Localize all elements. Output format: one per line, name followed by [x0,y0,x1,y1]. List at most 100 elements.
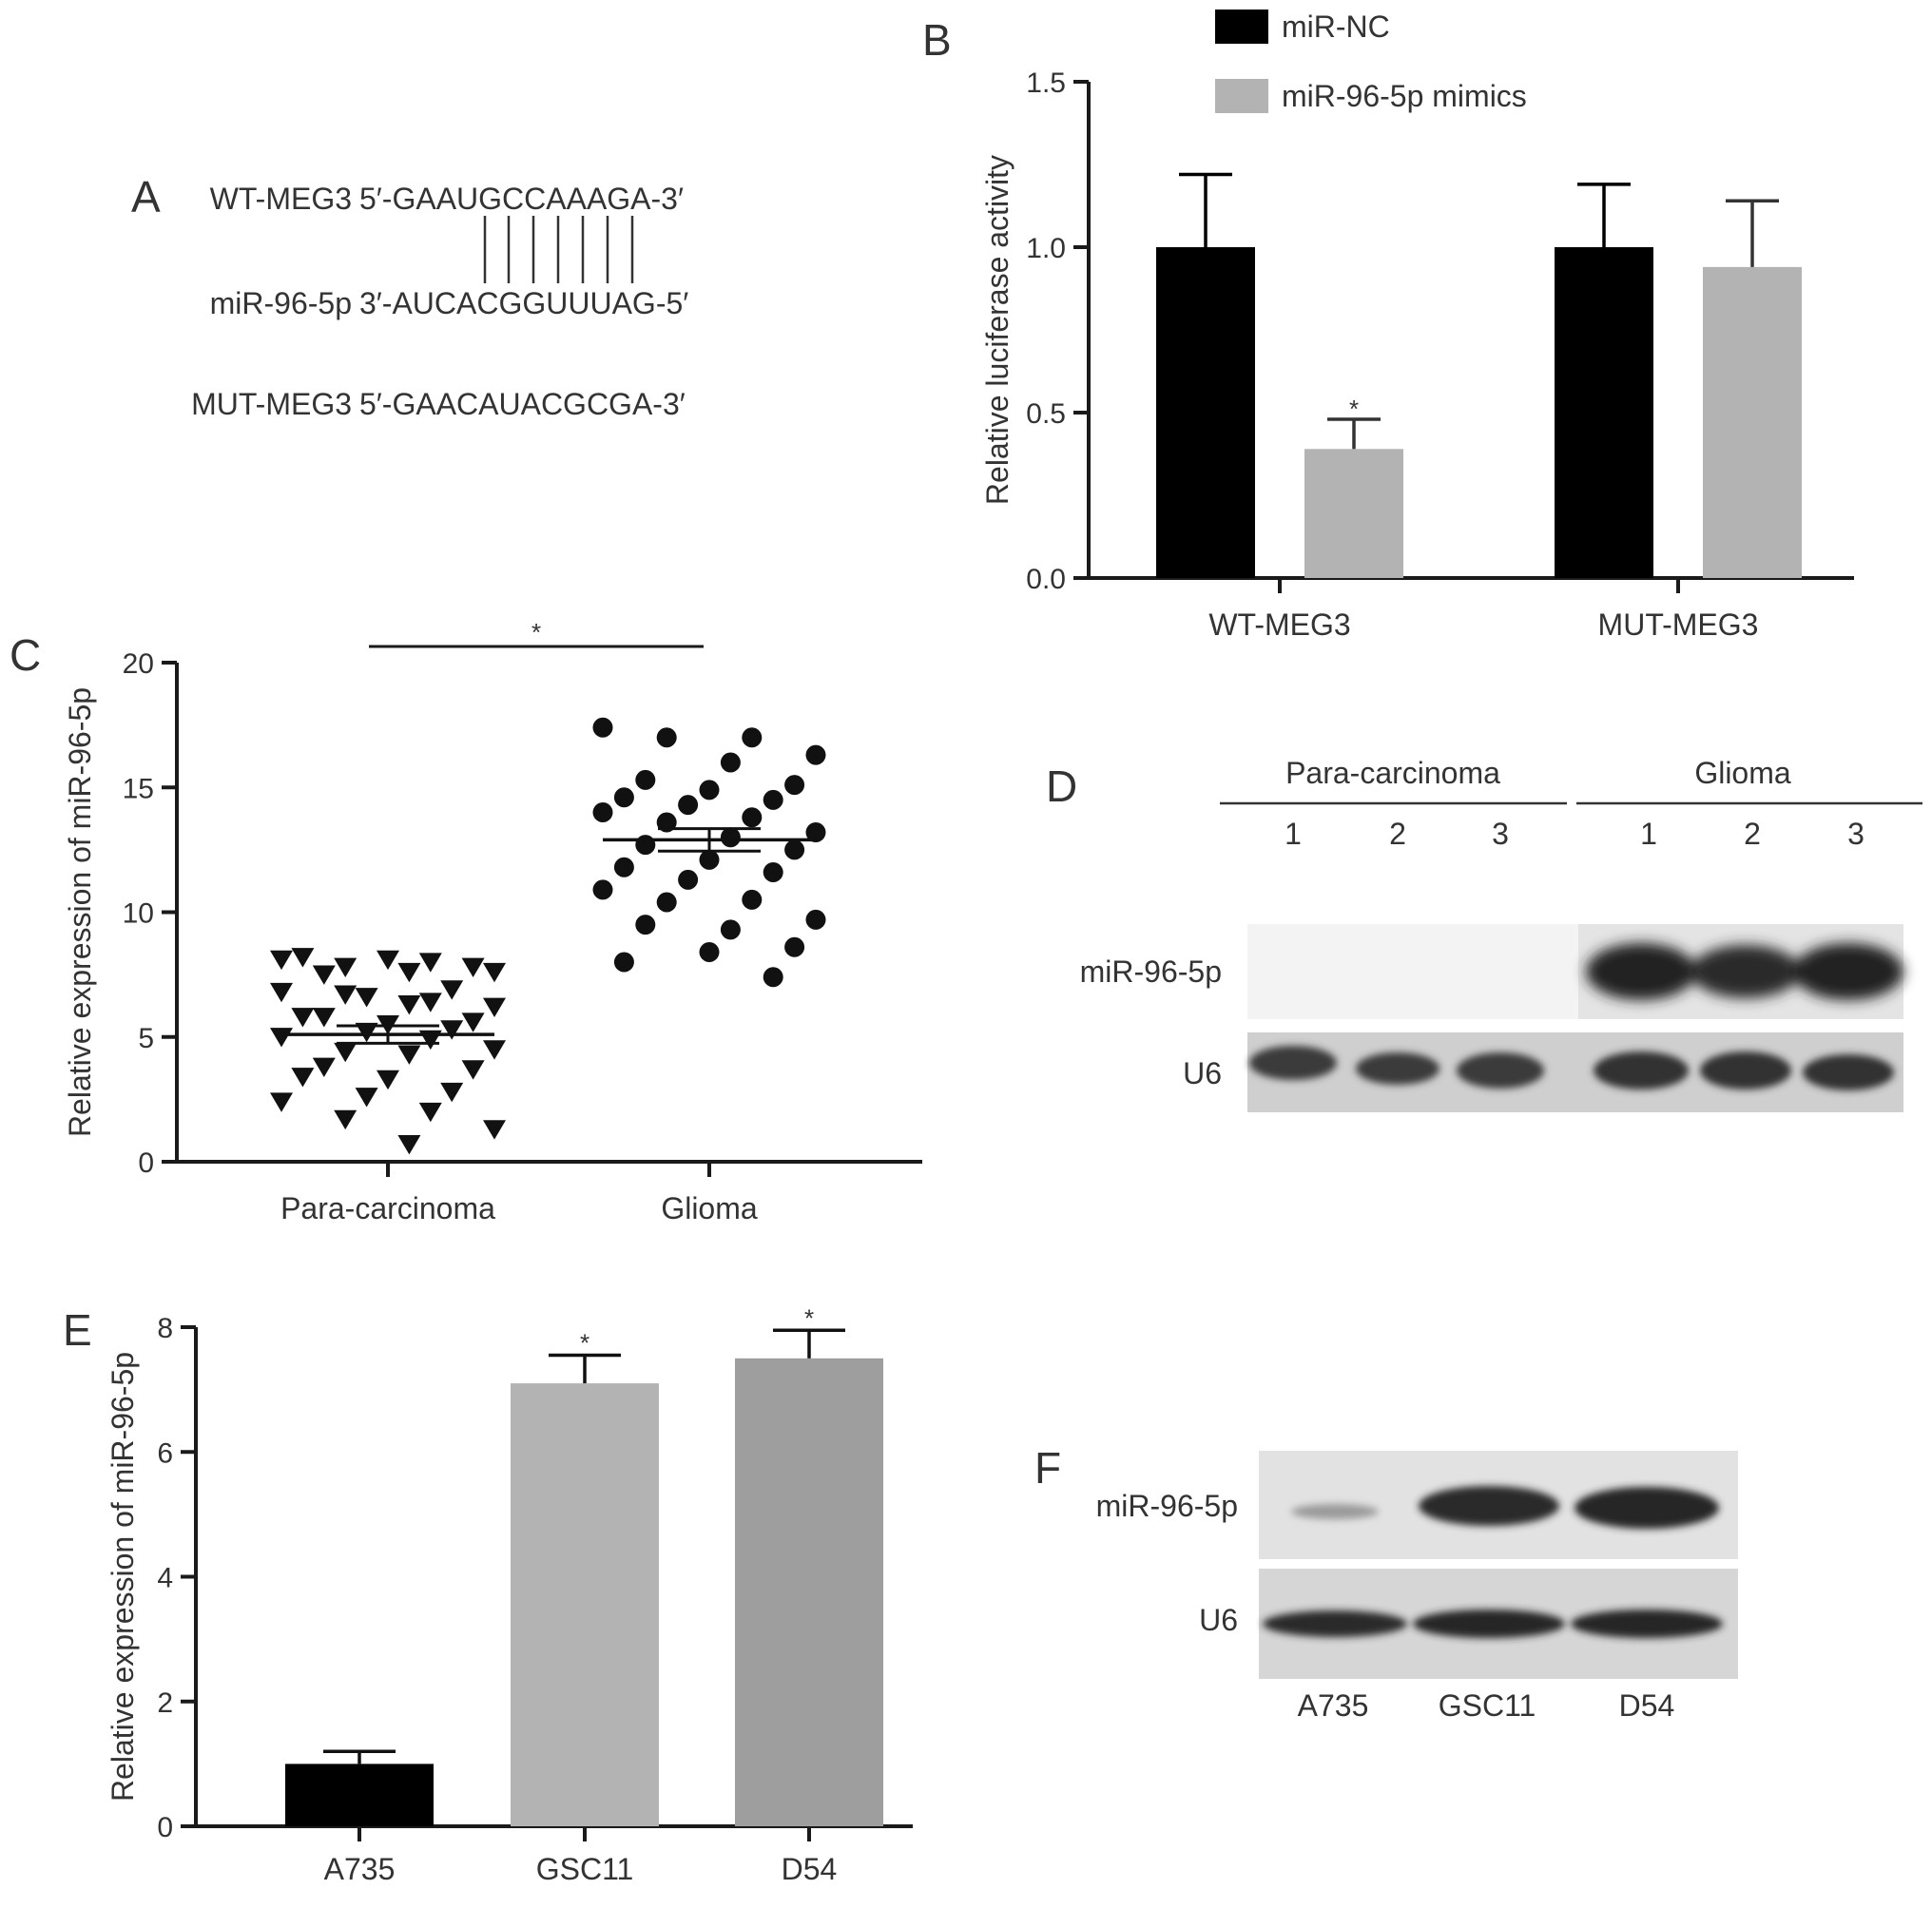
data-point [805,909,826,930]
y-axis-label: Relative expression of miR-96-5p [63,687,97,1137]
data-point [720,919,741,940]
blot-band [1249,1046,1337,1080]
data-point [418,993,442,1012]
bar [1555,247,1653,578]
data-point [270,1092,293,1112]
x-tick-label: Glioma [661,1191,758,1225]
bar [511,1383,659,1826]
y-tick-label: 5 [138,1023,154,1054]
data-point [483,1040,506,1060]
data-point [656,892,677,913]
y-tick-label: 1.5 [1026,67,1066,99]
blot-f-lane-label: D54 [1619,1688,1675,1723]
base-pair-lines [483,216,634,283]
panel-b-bar-chart: B 0.0 0.5 1.0 1.5 Relative luciferase activi… [922,10,1854,642]
data-point [678,795,699,816]
data-point [397,995,421,1015]
panel-d-letter: D [1046,762,1077,811]
y-tick-label: 10 [123,898,154,930]
significance-mark: * [531,618,541,646]
mir-96-5p-name: miR-96-5p [210,286,352,320]
data-point [742,807,763,828]
y-tick-label: 0.0 [1026,564,1066,595]
data-point [440,980,464,1000]
data-point [355,1088,378,1108]
blot-d-lane-label: 2 [1744,817,1761,851]
y-tick-label: 0 [157,1812,173,1843]
data-point [440,1082,464,1103]
data-point [613,857,634,877]
data-point [334,985,357,1005]
x-tick-label: Para-carcinoma [280,1191,495,1225]
blot-band [1803,1054,1894,1090]
significance-mark: * [1349,395,1359,423]
blot-f-lane-label: GSC11 [1439,1688,1536,1723]
data-point [418,953,442,973]
data-point [720,752,741,773]
panel-e-bar-chart: E 0 2 4 6 8 Relative expression of miR-96-5p A… [63,1303,913,1886]
blot-d-group-para-carcinoma: Para-carcinoma [1285,756,1500,790]
data-point [291,1008,315,1028]
legend-label: miR-96-5p mimics [1282,79,1527,113]
data-point [805,744,826,765]
data-point [355,988,378,1008]
blot-band [1793,943,1903,1000]
y-tick-label: 4 [157,1563,173,1594]
blot-d-lane-label: 2 [1389,817,1406,851]
data-point [270,1028,293,1048]
data-point [334,1042,357,1063]
data-point [483,997,506,1018]
panel-f-blot: F miR-96-5p U6 A735 GSC11 D54 [1034,1443,1738,1723]
blot-band [1700,1051,1791,1089]
data-point [699,942,720,962]
y-tick-label: 15 [123,773,154,804]
x-tick-label: A735 [324,1852,396,1886]
data-point [742,727,763,748]
blot-d-lane-label: 3 [1847,817,1864,851]
blot-d-lane-label: 1 [1285,817,1302,851]
x-tick-label: MUT-MEG3 [1598,607,1759,642]
data-point [720,827,741,848]
data-point [784,839,805,860]
legend-swatch [1215,79,1268,113]
blot-d-group-glioma: Glioma [1694,756,1791,790]
legend-swatch [1215,10,1268,44]
bar [1156,247,1255,578]
y-tick-label: 1.0 [1026,233,1066,264]
panel-d-blot: D Para-carcinoma Glioma 1 2 3 1 2 3 miR-… [1046,756,1922,1112]
legend-label: miR-NC [1282,10,1390,44]
data-point [699,849,720,870]
data-point [699,780,720,800]
blot-f-row-u6: U6 [1199,1603,1238,1637]
panel-e-letter: E [63,1305,92,1355]
blot-band [1356,1052,1439,1085]
data-point [397,962,421,983]
data-point [592,717,613,738]
blot-band [1291,1504,1379,1519]
y-tick-label: 20 [123,648,154,680]
data-point [291,948,315,968]
data-point [784,936,805,957]
data-point [461,957,485,978]
data-point [334,1109,357,1130]
data-point [461,1060,485,1080]
data-point [483,962,506,983]
data-point [418,1102,442,1123]
blot-band [1586,943,1696,1000]
wt-meg3-sequence: 5′-GAAUGCCAAAGA-3′ [359,182,684,216]
blot-band [1594,1051,1689,1089]
blot-d-row-mir-96-5p: miR-96-5p [1080,954,1222,989]
bar [1304,449,1403,578]
data-point [461,1012,485,1032]
data-point [312,1057,336,1078]
blot-f-mir-bands [1291,1486,1719,1529]
y-axis-label: Relative luciferase activity [980,155,1014,505]
blot-d-lane-label: 1 [1640,817,1657,851]
x-tick-label: WT-MEG3 [1208,607,1350,642]
blot-band [1413,1610,1565,1638]
bar [1703,266,1802,578]
y-axis-label: Relative expression of miR-96-5p [106,1352,140,1802]
data-point [784,775,805,796]
mut-meg3-sequence: 5′-GAACAUACGCGA-3′ [359,387,686,421]
